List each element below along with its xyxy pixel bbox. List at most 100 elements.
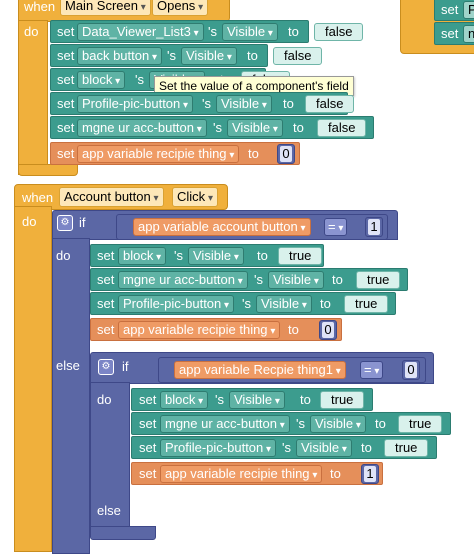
value-block[interactable]: false: [305, 95, 355, 113]
number-block[interactable]: 0: [277, 144, 295, 164]
property-dropdown[interactable]: Visible: [268, 271, 324, 289]
value-block[interactable]: true: [398, 415, 443, 433]
do-keyword: do: [22, 214, 37, 229]
mutator-gear-icon[interactable]: ⚙: [57, 215, 73, 231]
opens-event-dropdown[interactable]: Opens: [152, 0, 209, 16]
component-dropdown[interactable]: block: [77, 71, 126, 89]
to-keyword: to: [257, 248, 268, 263]
set-keyword: set: [139, 466, 157, 481]
variable-getter[interactable]: app variable account button: [133, 218, 311, 236]
component-dropdown[interactable]: mgne ur acc-button: [160, 415, 290, 433]
set-keyword: set: [57, 72, 75, 87]
when-keyword: when: [22, 190, 54, 205]
possessive-keyword: 's: [174, 248, 183, 263]
property-dropdown[interactable]: Visible: [181, 47, 237, 65]
main-screen-component-dropdown[interactable]: Main Screen: [60, 0, 151, 16]
to-keyword: to: [247, 48, 258, 63]
component-dropdown[interactable]: P: [463, 1, 474, 19]
value-block[interactable]: true: [320, 391, 365, 409]
possessive-keyword: 's: [242, 296, 251, 311]
number-block[interactable]: 1: [365, 217, 383, 237]
set-keyword: set: [57, 48, 75, 63]
value-block[interactable]: false: [314, 23, 364, 41]
to-keyword: to: [320, 296, 331, 311]
nested-if-bottom: [90, 526, 156, 540]
possessive-keyword: 's: [215, 392, 224, 407]
set-keyword: set: [57, 146, 75, 161]
main-screen-event-bottom: [18, 164, 78, 176]
component-dropdown[interactable]: block: [160, 391, 209, 409]
property-dropdown[interactable]: Visible: [296, 439, 352, 457]
possessive-keyword: 's: [254, 272, 263, 287]
set-keyword: set: [97, 296, 115, 311]
set-keyword: set: [97, 248, 115, 263]
to-keyword: to: [330, 466, 341, 481]
property-dropdown[interactable]: Visible: [229, 391, 285, 409]
value-block[interactable]: true: [384, 439, 429, 457]
set-keyword: set: [97, 272, 115, 287]
component-dropdown[interactable]: mgne ur acc-button: [118, 271, 248, 289]
set-keyword: set: [139, 416, 157, 431]
do-keyword: do: [56, 248, 71, 263]
if-keyword: if: [79, 215, 86, 230]
number-block[interactable]: 0: [319, 320, 337, 340]
account-button-component-dropdown[interactable]: Account button: [59, 187, 164, 207]
compare-operator-dropdown[interactable]: =: [324, 218, 348, 236]
if-keyword: if: [122, 359, 129, 374]
compare-operator-dropdown[interactable]: =: [360, 361, 384, 379]
to-keyword: to: [288, 24, 299, 39]
component-dropdown[interactable]: n: [463, 25, 474, 43]
to-keyword: to: [300, 392, 311, 407]
set-keyword: set: [97, 322, 115, 337]
tooltip: Set the value of a component's field: [154, 76, 354, 96]
component-dropdown[interactable]: Profile-pic-button: [118, 295, 235, 313]
main-screen-event-body-left: [18, 20, 48, 175]
component-dropdown[interactable]: Data_Viewer_List3: [77, 23, 204, 41]
to-keyword: to: [375, 416, 386, 431]
to-keyword: to: [283, 96, 294, 111]
number-block[interactable]: 0: [402, 360, 420, 380]
property-dropdown[interactable]: Visible: [256, 295, 312, 313]
account-event-body-left: [14, 206, 52, 552]
variable-dropdown[interactable]: app variable recipie thing: [118, 321, 281, 339]
set-keyword: set: [139, 440, 157, 455]
else-keyword: else: [97, 503, 121, 518]
to-keyword: to: [248, 146, 259, 161]
possessive-keyword: 's: [202, 96, 211, 111]
value-block[interactable]: true: [278, 247, 323, 265]
when-keyword: when: [24, 0, 56, 14]
number-block[interactable]: 1: [361, 464, 379, 484]
component-dropdown[interactable]: Profile-pic-button: [77, 95, 194, 113]
possessive-keyword: 's: [135, 72, 144, 87]
mutator-gear-icon[interactable]: ⚙: [98, 359, 114, 375]
property-dropdown[interactable]: Visible: [216, 95, 272, 113]
set-keyword: set: [57, 24, 75, 39]
property-dropdown[interactable]: Visible: [227, 119, 283, 137]
component-dropdown[interactable]: block: [118, 247, 167, 265]
value-block[interactable]: true: [356, 271, 401, 289]
property-dropdown[interactable]: Visible: [310, 415, 366, 433]
value-block[interactable]: false: [317, 119, 367, 137]
value-block[interactable]: false: [273, 47, 323, 65]
do-keyword: do: [24, 24, 39, 39]
component-dropdown[interactable]: mgne ur acc-button: [77, 119, 207, 137]
set-keyword: set: [57, 120, 75, 135]
variable-getter[interactable]: app variable Recpie thing1: [174, 361, 346, 379]
property-dropdown[interactable]: Visible: [222, 23, 278, 41]
variable-dropdown[interactable]: app variable recipie thing: [160, 465, 323, 483]
component-dropdown[interactable]: back button: [77, 47, 163, 65]
property-dropdown[interactable]: Visible: [188, 247, 244, 265]
set-keyword: set: [139, 392, 157, 407]
possessive-keyword: 's: [167, 48, 176, 63]
set-keyword: set: [441, 26, 459, 41]
possessive-keyword: 's: [296, 416, 305, 431]
else-keyword: else: [56, 358, 80, 373]
variable-dropdown[interactable]: app variable recipie thing: [77, 145, 240, 163]
value-block[interactable]: true: [344, 295, 389, 313]
if-block-left-rail: [52, 238, 90, 554]
to-keyword: to: [293, 120, 304, 135]
set-keyword: set: [57, 96, 75, 111]
click-event-dropdown[interactable]: Click: [172, 187, 218, 207]
component-dropdown[interactable]: Profile-pic-button: [160, 439, 277, 457]
possessive-keyword: 's: [282, 440, 291, 455]
